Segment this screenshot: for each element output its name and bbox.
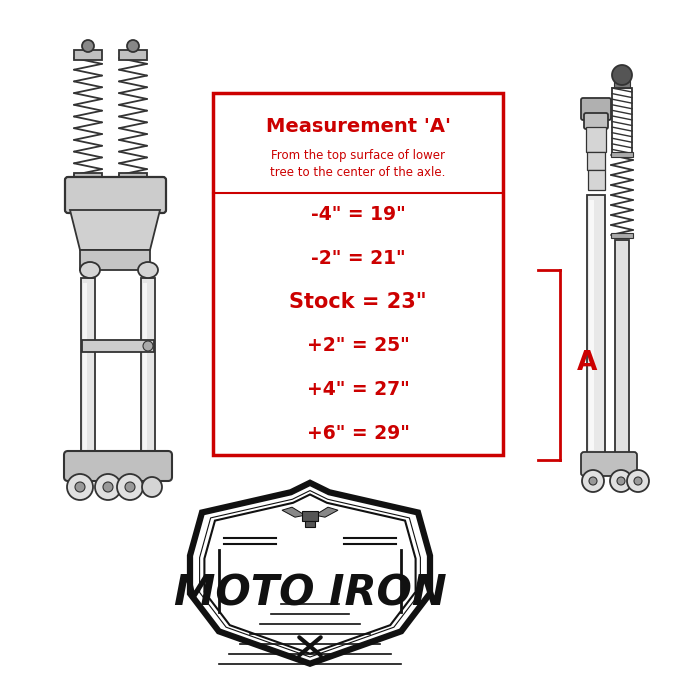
Polygon shape <box>190 483 430 664</box>
Text: -2" = 21": -2" = 21" <box>311 249 405 268</box>
Text: +4" = 27": +4" = 27" <box>307 380 410 399</box>
FancyBboxPatch shape <box>581 452 637 476</box>
Circle shape <box>103 482 113 492</box>
FancyBboxPatch shape <box>64 451 172 481</box>
Bar <box>587 152 605 170</box>
Bar <box>141 278 155 455</box>
Bar <box>74 50 102 60</box>
Ellipse shape <box>138 262 158 278</box>
FancyBboxPatch shape <box>581 98 611 120</box>
FancyBboxPatch shape <box>65 177 166 213</box>
Text: -4" = 19": -4" = 19" <box>311 205 405 224</box>
Bar <box>614 80 630 88</box>
Text: tree to the center of the axle.: tree to the center of the axle. <box>270 167 446 179</box>
Circle shape <box>127 40 139 52</box>
Text: A: A <box>577 350 597 376</box>
Circle shape <box>582 470 604 492</box>
Bar <box>612 88 632 155</box>
Bar <box>611 152 633 157</box>
Bar <box>588 170 605 190</box>
Circle shape <box>610 470 632 492</box>
Bar <box>119 50 147 60</box>
Bar <box>611 233 633 238</box>
Bar <box>81 278 95 455</box>
Circle shape <box>67 474 93 500</box>
Bar <box>80 250 150 270</box>
Text: +2" = 25": +2" = 25" <box>307 336 410 356</box>
Circle shape <box>125 482 135 492</box>
Bar <box>302 511 318 522</box>
Bar <box>74 173 102 183</box>
Bar <box>82 340 154 352</box>
Circle shape <box>82 40 94 52</box>
Circle shape <box>75 482 85 492</box>
Ellipse shape <box>80 262 100 278</box>
Text: From the top surface of lower: From the top surface of lower <box>271 148 445 162</box>
Circle shape <box>95 474 121 500</box>
Polygon shape <box>70 210 160 250</box>
Circle shape <box>143 341 153 351</box>
Bar <box>586 127 606 152</box>
Circle shape <box>117 474 143 500</box>
Circle shape <box>617 477 625 485</box>
Text: +6" = 29": +6" = 29" <box>307 424 410 442</box>
Bar <box>119 173 147 183</box>
Bar <box>615 240 629 460</box>
Bar <box>213 93 503 455</box>
Bar <box>143 283 147 450</box>
FancyBboxPatch shape <box>584 113 608 129</box>
Bar <box>305 522 315 527</box>
Circle shape <box>634 477 642 485</box>
Bar <box>587 195 605 455</box>
Polygon shape <box>315 508 338 517</box>
Text: Stock = 23": Stock = 23" <box>289 292 427 312</box>
Circle shape <box>142 477 162 497</box>
Circle shape <box>612 65 632 85</box>
Bar <box>589 200 594 450</box>
Circle shape <box>589 477 597 485</box>
Bar <box>83 283 87 450</box>
Circle shape <box>627 470 649 492</box>
Text: MOTO IRON: MOTO IRON <box>174 573 447 615</box>
Polygon shape <box>282 508 305 517</box>
Text: Measurement 'A': Measurement 'A' <box>265 116 451 136</box>
